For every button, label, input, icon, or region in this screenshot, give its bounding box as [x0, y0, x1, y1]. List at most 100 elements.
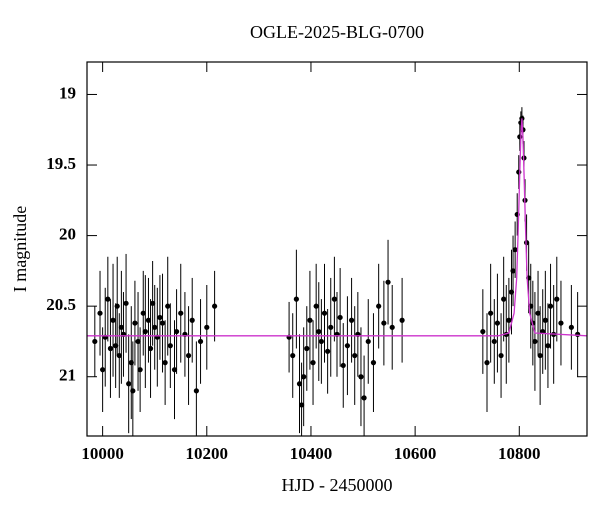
data-point	[304, 345, 310, 352]
y-tick-label: 19	[59, 83, 76, 102]
model-curve	[87, 118, 587, 337]
plot-frame	[86, 61, 588, 437]
data-point	[516, 169, 522, 175]
data-point	[510, 268, 516, 274]
data-point	[114, 303, 120, 309]
data-point	[537, 352, 543, 359]
data-point	[344, 343, 351, 349]
data-point	[389, 324, 395, 330]
data-point	[494, 320, 501, 326]
data-point	[318, 338, 324, 345]
data-point	[301, 374, 307, 380]
data-point	[321, 310, 328, 316]
data-point	[97, 310, 103, 316]
data-point	[204, 324, 210, 330]
data-point	[575, 331, 581, 337]
data-point	[376, 303, 382, 309]
data-point	[290, 352, 296, 359]
data-point	[498, 352, 504, 359]
data-point	[381, 320, 387, 326]
data-point	[340, 362, 346, 369]
y-axis-title: I magnitude	[10, 206, 30, 292]
x-tick-label: 10400	[290, 444, 333, 463]
data-point	[162, 360, 168, 366]
data-point	[193, 388, 199, 394]
data-point	[132, 320, 138, 326]
data-point	[298, 402, 305, 408]
data-point	[92, 338, 98, 345]
data-point	[554, 296, 560, 302]
data-point	[480, 328, 486, 335]
data-point	[107, 345, 114, 352]
data-point	[547, 303, 554, 309]
data-point	[532, 338, 538, 345]
data-point	[157, 314, 163, 321]
data-point	[171, 367, 178, 373]
data-point	[506, 317, 512, 323]
x-tick-label: 10000	[81, 444, 124, 463]
data-point	[358, 374, 364, 380]
x-axis-title: HJD - 2450000	[282, 475, 393, 495]
data-point	[150, 300, 156, 306]
data-point	[110, 317, 116, 323]
data-point	[501, 296, 507, 302]
y-tick-label: 20.5	[46, 295, 76, 314]
y-tick-label: 21	[59, 366, 76, 385]
data-point	[159, 320, 166, 326]
data-point	[152, 324, 158, 330]
data-point	[137, 367, 143, 373]
data-point	[100, 367, 106, 373]
data-point	[348, 317, 355, 323]
x-tick-label: 10800	[498, 444, 541, 463]
data-point	[491, 338, 497, 345]
y-tick-label: 19.5	[46, 154, 76, 173]
data-point	[135, 338, 141, 345]
data-point	[105, 296, 111, 302]
x-tick-label: 10600	[394, 444, 437, 463]
data-point	[293, 296, 299, 302]
data-point	[517, 134, 523, 140]
data-point	[316, 328, 322, 335]
data-point	[365, 338, 371, 345]
data-point	[542, 317, 548, 323]
data-point	[545, 343, 551, 349]
data-point	[568, 324, 574, 330]
plot-area	[87, 107, 587, 436]
data-point	[145, 317, 152, 323]
data-point	[118, 324, 124, 330]
data-point	[147, 345, 154, 352]
data-point	[165, 303, 171, 309]
data-point	[140, 310, 146, 316]
data-point	[558, 320, 564, 326]
data-point	[512, 247, 518, 253]
data-point	[307, 317, 313, 323]
data-point	[310, 360, 316, 366]
data-point	[385, 279, 391, 285]
data-point	[116, 352, 122, 359]
data-point	[313, 303, 319, 309]
data-point	[331, 296, 337, 302]
data-point	[197, 338, 204, 345]
data-point	[325, 348, 331, 354]
data-point	[189, 317, 195, 323]
data-point	[370, 360, 377, 366]
x-tick-label: 10200	[186, 444, 229, 463]
data-point	[535, 310, 541, 316]
data-point	[178, 310, 184, 316]
data-point	[296, 381, 303, 387]
data-point	[123, 300, 129, 306]
data-point	[130, 388, 136, 394]
data-point	[126, 381, 132, 387]
data-point	[212, 303, 218, 309]
data-point	[185, 352, 192, 359]
data-point	[142, 328, 148, 335]
data-point	[167, 343, 173, 349]
y-tick-label: 20	[59, 224, 76, 243]
data-point	[352, 352, 358, 359]
data-point	[337, 314, 343, 321]
data-point	[328, 324, 334, 330]
data-point	[399, 317, 405, 323]
data-point	[484, 360, 490, 366]
data-point	[173, 328, 180, 335]
